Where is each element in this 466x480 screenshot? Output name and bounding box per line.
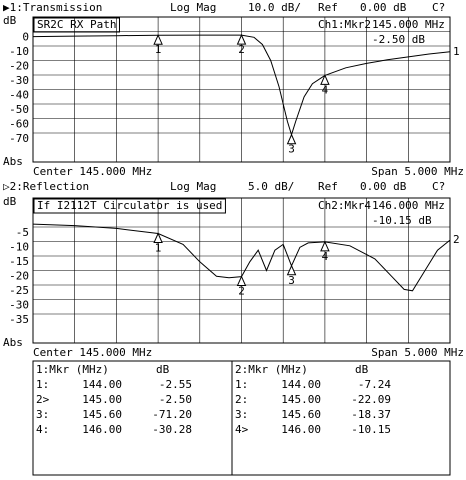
- marker-arrow: [236, 275, 247, 287]
- marker-freq: 145.00: [82, 393, 122, 406]
- y-tick-label: -35: [9, 313, 29, 326]
- marker-db: -22.09: [351, 393, 391, 406]
- marker-db: -2.50: [159, 393, 192, 406]
- channel-header: 0.00 dB: [360, 180, 407, 193]
- y-tick-label: -15: [9, 255, 29, 268]
- marker-arrow: [286, 133, 297, 145]
- table-header: dB: [156, 363, 170, 376]
- y-tick-label: -30: [9, 74, 29, 87]
- channel-header: C?: [432, 1, 445, 14]
- trace: [32, 223, 451, 292]
- marker-db: -30.28: [152, 423, 192, 436]
- note-box: [33, 17, 120, 33]
- y-tick-label: -10: [9, 45, 29, 58]
- marker-number: 1: [155, 241, 162, 254]
- marker-arrow: [153, 232, 163, 243]
- marker-arrow: [286, 264, 297, 276]
- y-axis-label: dB: [3, 195, 17, 208]
- channel-header: Log Mag: [170, 1, 216, 14]
- marker-number: 4: [322, 250, 329, 263]
- channel-header: C?: [432, 180, 445, 193]
- marker-id: 3:: [36, 408, 49, 421]
- marker-db: -2.55: [159, 378, 192, 391]
- marker-readout: Ch1:Mkr2: [318, 18, 371, 31]
- marker-readout: -2.50 dB: [372, 33, 425, 46]
- y-tick-label: -20: [9, 60, 29, 73]
- channel-header: Ref: [318, 180, 338, 193]
- table-header: 1:Mkr (MHz): [36, 363, 109, 376]
- marker-freq: 146.00: [82, 423, 122, 436]
- marker-number: 3: [288, 274, 295, 287]
- footer-span: Span 5.000 MHz: [371, 165, 464, 178]
- marker-db: -10.15: [351, 423, 391, 436]
- y-tick-label: -20: [9, 270, 29, 283]
- marker-number: 1: [155, 43, 162, 56]
- marker-freq: 145.00: [281, 393, 321, 406]
- marker-db: -18.37: [351, 408, 391, 421]
- trace: [32, 34, 451, 137]
- footer-center: Center 145.000 MHz: [33, 346, 152, 359]
- footer-center: Center 145.000 MHz: [33, 165, 152, 178]
- y-tick-label: -50: [9, 103, 29, 116]
- marker-id: 1:: [36, 378, 49, 391]
- marker-number: 2: [238, 43, 245, 56]
- marker-freq: 144.00: [281, 378, 321, 391]
- y-tick-label: -40: [9, 89, 29, 102]
- note-box: [33, 198, 226, 214]
- marker-id: 4:: [36, 423, 49, 436]
- marker-id: 2:: [235, 393, 248, 406]
- marker-number: 2: [238, 285, 245, 298]
- marker-freq: 145.60: [82, 408, 122, 421]
- y-tick-label: -10: [9, 241, 29, 254]
- footer-span: Span 5.000 MHz: [371, 346, 464, 359]
- marker-id: 3:: [235, 408, 248, 421]
- scale-mode: Abs: [3, 336, 23, 349]
- y-tick-label: -70: [9, 132, 29, 145]
- y-tick-label: -60: [9, 118, 29, 131]
- marker-arrow: [320, 240, 330, 252]
- y-tick-label: -25: [9, 284, 29, 297]
- marker-table-frame: [32, 360, 451, 476]
- marker-number: 3: [288, 143, 295, 156]
- channel-header: ▷2:Reflection: [3, 180, 89, 193]
- y-tick-label: 0: [22, 31, 29, 44]
- channel-header: Log Mag: [170, 180, 216, 193]
- marker-readout: 145.000 MHz: [372, 18, 445, 31]
- channel-header: 5.0 dB/: [248, 180, 294, 193]
- table-header: 2:Mkr (MHz): [235, 363, 308, 376]
- channel-header: ▶1:Transmission: [3, 1, 102, 14]
- table-header: dB: [355, 363, 369, 376]
- trace-label: 1: [453, 45, 460, 58]
- marker-freq: 146.00: [281, 423, 321, 436]
- marker-arrow: [153, 33, 163, 45]
- channel-header: 10.0 dB/: [248, 1, 301, 14]
- marker-freq: 145.60: [281, 408, 321, 421]
- trace-note: If I2112T Circulator is used: [37, 199, 222, 212]
- marker-freq: 144.00: [82, 378, 122, 391]
- marker-id: 4>: [235, 423, 249, 436]
- marker-id: 2>: [36, 393, 50, 406]
- trace-label: 2: [453, 233, 460, 246]
- marker-arrow: [236, 33, 247, 45]
- y-tick-label: -30: [9, 299, 29, 312]
- trace-note: SR2C RX Path: [37, 18, 116, 31]
- marker-arrow: [320, 74, 330, 85]
- marker-db: -7.24: [358, 378, 391, 391]
- channel-header: Ref: [318, 1, 338, 14]
- marker-readout: 146.000 MHz: [372, 199, 445, 212]
- scale-mode: Abs: [3, 155, 23, 168]
- channel-header: 0.00 dB: [360, 1, 407, 14]
- y-tick-label: -5: [16, 226, 29, 239]
- marker-id: 1:: [235, 378, 248, 391]
- marker-number: 4: [322, 83, 329, 96]
- marker-readout: Ch2:Mkr4: [318, 199, 371, 212]
- y-axis-label: dB: [3, 14, 17, 27]
- marker-readout: -10.15 dB: [372, 214, 432, 227]
- marker-db: -71.20: [152, 408, 192, 421]
